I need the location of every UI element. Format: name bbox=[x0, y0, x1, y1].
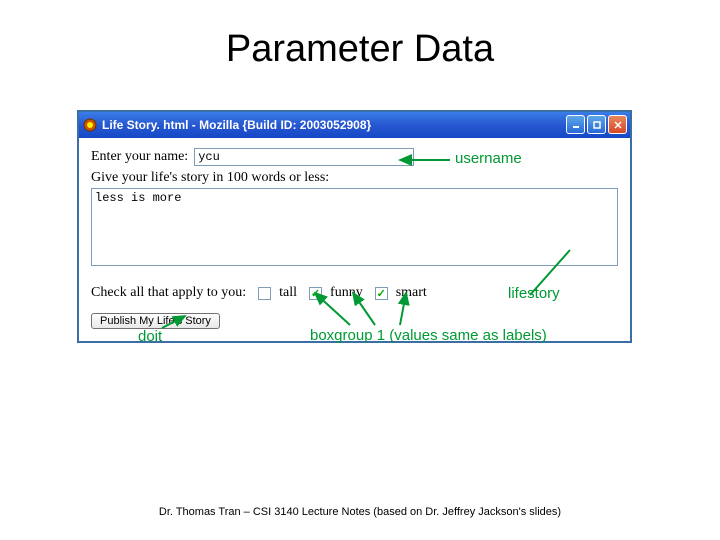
name-input[interactable] bbox=[194, 148, 414, 166]
publish-button[interactable]: Publish My Life's Story bbox=[91, 313, 220, 329]
annotation-lifestory: lifestory bbox=[508, 285, 560, 302]
annotation-username: username bbox=[455, 150, 522, 167]
page-content: Enter your name: Give your life's story … bbox=[79, 138, 630, 341]
label-smart: smart bbox=[396, 285, 427, 301]
story-textarea[interactable]: less is more bbox=[91, 188, 618, 266]
window-controls bbox=[566, 115, 627, 134]
slide-footer: Dr. Thomas Tran – CSI 3140 Lecture Notes… bbox=[0, 506, 720, 518]
annotation-boxgroup: boxgroup 1 (values same as labels) bbox=[310, 327, 547, 344]
maximize-button[interactable] bbox=[587, 115, 606, 134]
app-icon bbox=[82, 117, 98, 133]
name-label: Enter your name: bbox=[91, 149, 188, 165]
checkbox-tall[interactable] bbox=[258, 287, 271, 300]
slide-title: Parameter Data bbox=[0, 0, 720, 71]
close-button[interactable] bbox=[608, 115, 627, 134]
checkbox-funny[interactable]: ✓ bbox=[309, 287, 322, 300]
story-label: Give your life's story in 100 words or l… bbox=[91, 170, 618, 186]
checkbox-smart[interactable]: ✓ bbox=[375, 287, 388, 300]
check-label: Check all that apply to you: bbox=[91, 285, 246, 301]
minimize-button[interactable] bbox=[566, 115, 585, 134]
annotation-doit: doit bbox=[138, 328, 162, 345]
name-row: Enter your name: bbox=[91, 148, 618, 166]
label-funny: funny bbox=[330, 285, 363, 301]
window-title: Life Story. html - Mozilla {Build ID: 20… bbox=[102, 118, 371, 132]
label-tall: tall bbox=[279, 285, 297, 301]
window-titlebar: Life Story. html - Mozilla {Build ID: 20… bbox=[79, 112, 630, 138]
browser-window: Life Story. html - Mozilla {Build ID: 20… bbox=[77, 110, 632, 343]
